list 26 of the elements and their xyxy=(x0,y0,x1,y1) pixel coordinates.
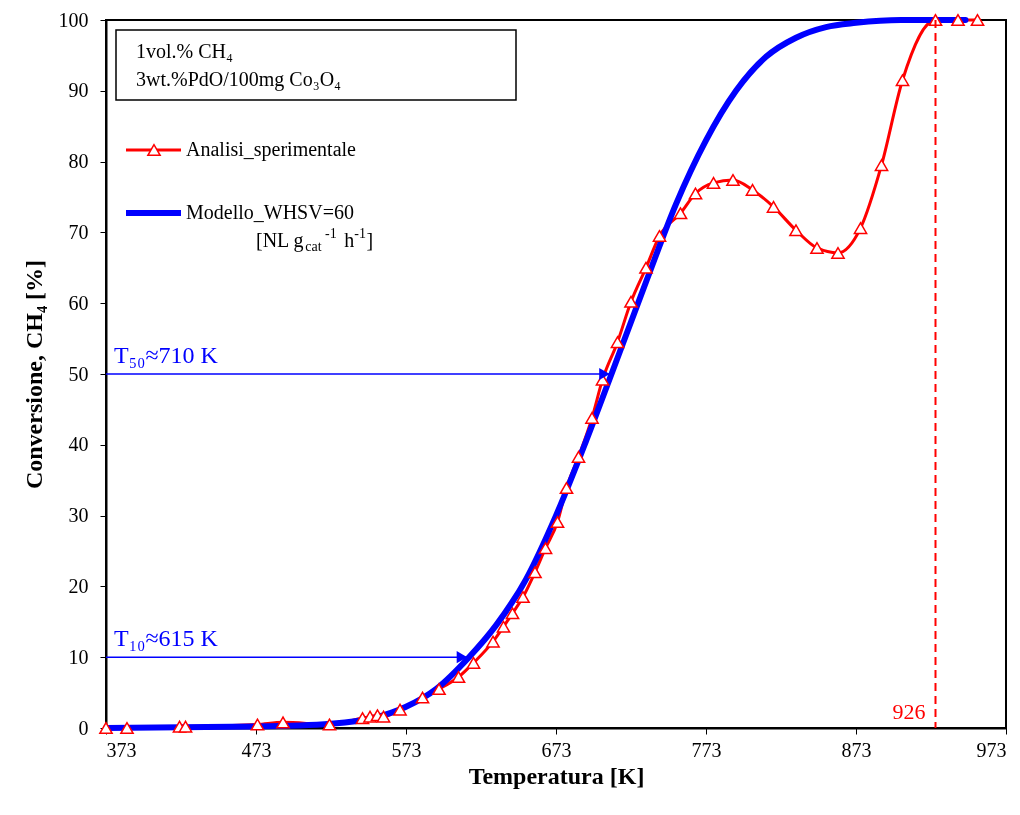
y-tick-label: 80 xyxy=(68,150,89,173)
y-tick-label: 70 xyxy=(68,220,89,243)
y-tick-label: 100 xyxy=(58,8,89,31)
annotation: 3wt.%PdO/100mg Co₃O₄ xyxy=(136,68,342,91)
x-tick-label: 473 xyxy=(241,738,272,761)
y-tick-label: 90 xyxy=(68,79,89,102)
annotation: 1vol.% CH₄ xyxy=(136,40,233,62)
annotation: T₁₀≈615 K xyxy=(114,625,219,652)
x-tick-label: 373 xyxy=(106,738,137,761)
x-tick-label: 673 xyxy=(541,738,572,761)
y-tick-label: 0 xyxy=(78,716,89,739)
y-tick-label: 20 xyxy=(68,574,89,597)
x-axis-title: Temperatura [K] xyxy=(468,762,645,789)
ref-line-label: 926 xyxy=(892,699,926,724)
y-tick-label: 30 xyxy=(68,504,89,527)
x-tick-label: 873 xyxy=(841,738,872,761)
y-tick-label: 40 xyxy=(68,433,89,456)
y-tick-label: 10 xyxy=(68,645,89,668)
x-tick-label: 973 xyxy=(976,738,1007,761)
y-tick-label: 50 xyxy=(68,362,89,385)
annotation: T₅₀≈710 K xyxy=(114,342,219,368)
legend-label: Analisi_sperimentale xyxy=(186,138,357,161)
y-tick-label: 60 xyxy=(68,291,89,314)
y-axis-title: Conversione, CH₄ [%] xyxy=(20,259,47,490)
x-tick-label: 773 xyxy=(691,738,722,761)
x-tick-label: 573 xyxy=(391,738,422,761)
